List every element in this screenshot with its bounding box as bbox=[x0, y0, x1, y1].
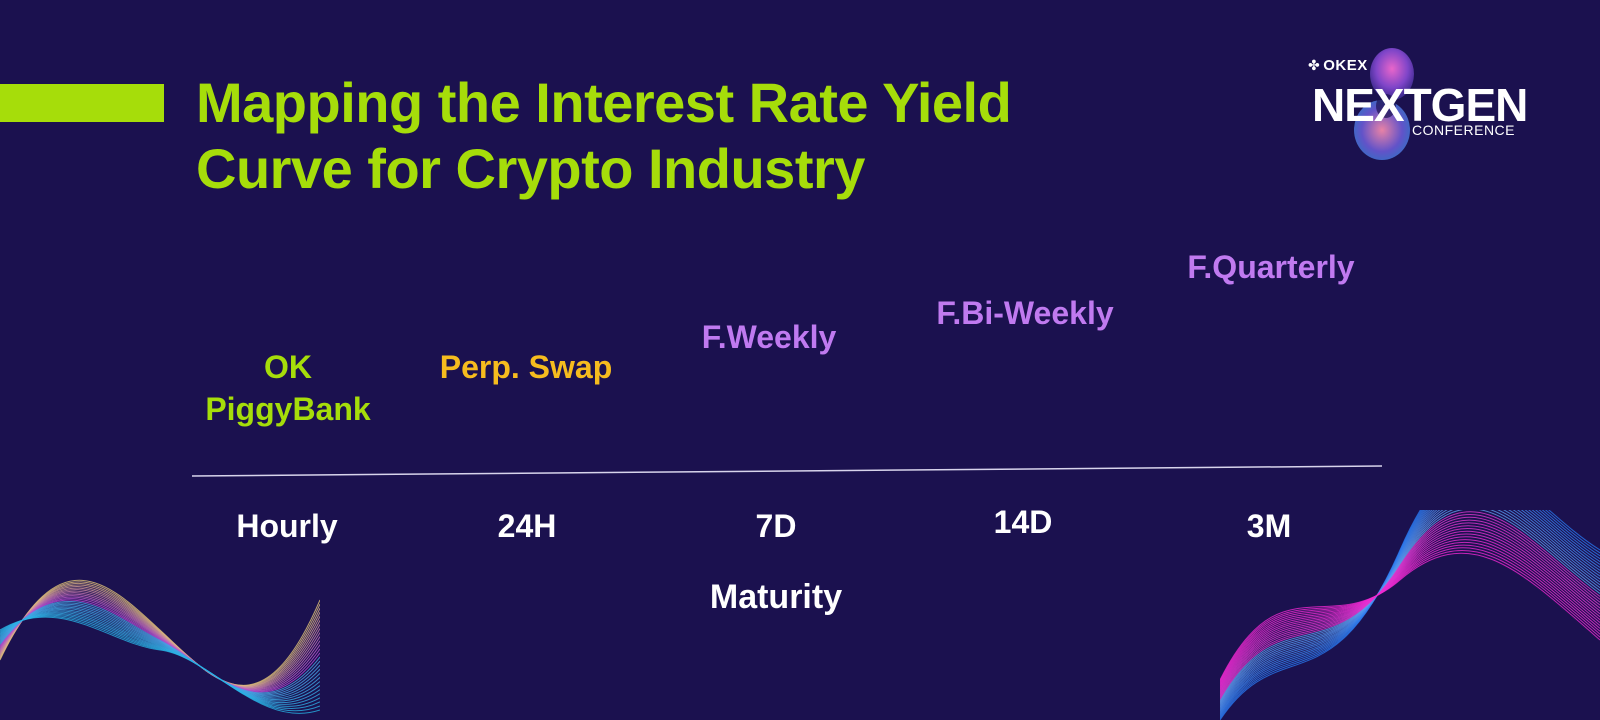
okex-text: OKEX bbox=[1323, 57, 1368, 74]
decorative-wave-left bbox=[0, 579, 320, 714]
product-label-perp-swap: Perp. Swap bbox=[439, 349, 613, 385]
okex-brand: ✤ OKEX bbox=[1308, 57, 1368, 74]
title-line-2: Curve for Crypto Industry bbox=[196, 137, 865, 200]
product-label-line: OK bbox=[264, 349, 312, 385]
product-label-line: PiggyBank bbox=[205, 391, 371, 427]
product-label-weekly: F.Weekly bbox=[701, 319, 837, 355]
tick-label-14d: 14D bbox=[993, 504, 1053, 540]
product-label-quarterly: F.Quarterly bbox=[1187, 249, 1355, 285]
product-label-piggybank: OK PiggyBank bbox=[188, 346, 388, 430]
okex-mark-icon: ✤ bbox=[1308, 57, 1321, 73]
axis-title-maturity: Maturity bbox=[709, 578, 843, 616]
conference-text: CONFERENCE bbox=[1412, 122, 1516, 138]
tick-label-hourly: Hourly bbox=[236, 508, 338, 544]
accent-bar bbox=[0, 84, 164, 122]
tick-label-24h: 24H bbox=[497, 508, 557, 544]
nextgen-wordmark: NEXTGEN bbox=[1312, 79, 1528, 131]
slide-title: Mapping the Interest Rate Yield Curve fo… bbox=[196, 70, 1196, 202]
title-line-1: Mapping the Interest Rate Yield bbox=[196, 71, 1012, 134]
tick-label-3m: 3M bbox=[1246, 508, 1292, 544]
decorative-wave-right bbox=[1220, 510, 1600, 720]
product-label-bi-weekly: F.Bi-Weekly bbox=[936, 295, 1114, 331]
okex-nextgen-logo: ✤ OKEX NEXTGEN CONFERENCE bbox=[1300, 40, 1540, 170]
infinity-orb-icon bbox=[1354, 48, 1414, 160]
tick-label-7d: 7D bbox=[755, 508, 797, 544]
